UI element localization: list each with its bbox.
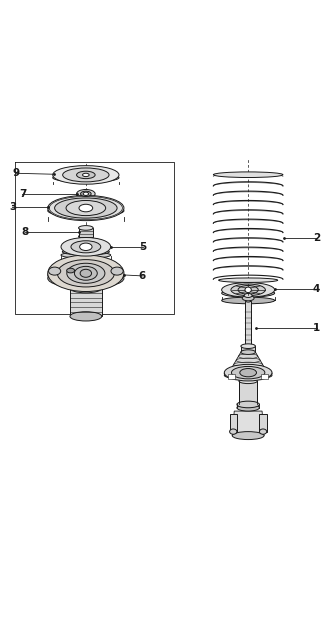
Text: 1: 1 bbox=[313, 323, 320, 333]
Text: 5: 5 bbox=[139, 242, 146, 252]
Ellipse shape bbox=[238, 285, 258, 294]
Ellipse shape bbox=[244, 293, 252, 297]
Bar bbox=[70, 288, 102, 316]
Ellipse shape bbox=[79, 243, 92, 251]
Ellipse shape bbox=[63, 168, 109, 182]
Ellipse shape bbox=[222, 289, 275, 297]
Ellipse shape bbox=[48, 267, 61, 275]
Ellipse shape bbox=[48, 264, 124, 286]
Ellipse shape bbox=[231, 366, 265, 379]
Ellipse shape bbox=[78, 234, 93, 239]
Polygon shape bbox=[232, 411, 264, 436]
Ellipse shape bbox=[260, 429, 267, 434]
Ellipse shape bbox=[239, 378, 258, 383]
Ellipse shape bbox=[224, 369, 272, 378]
Ellipse shape bbox=[232, 432, 264, 440]
Text: 2: 2 bbox=[313, 233, 320, 243]
Text: 9: 9 bbox=[12, 168, 20, 178]
Ellipse shape bbox=[67, 263, 105, 283]
Polygon shape bbox=[261, 375, 268, 379]
Ellipse shape bbox=[222, 297, 275, 304]
Bar bbox=[78, 228, 93, 237]
Ellipse shape bbox=[245, 287, 251, 293]
Ellipse shape bbox=[71, 241, 101, 253]
Ellipse shape bbox=[48, 204, 124, 217]
Ellipse shape bbox=[61, 258, 111, 267]
Text: 7: 7 bbox=[19, 189, 26, 199]
Ellipse shape bbox=[218, 278, 278, 283]
Bar bbox=[229, 415, 237, 432]
Ellipse shape bbox=[222, 283, 275, 297]
Ellipse shape bbox=[111, 267, 123, 275]
Ellipse shape bbox=[231, 284, 266, 295]
Ellipse shape bbox=[76, 189, 95, 198]
Ellipse shape bbox=[62, 249, 109, 255]
Ellipse shape bbox=[74, 267, 97, 280]
Ellipse shape bbox=[65, 242, 107, 248]
Ellipse shape bbox=[241, 344, 256, 348]
Ellipse shape bbox=[213, 172, 283, 177]
Ellipse shape bbox=[61, 252, 111, 258]
Ellipse shape bbox=[48, 195, 124, 221]
Ellipse shape bbox=[67, 268, 74, 273]
Ellipse shape bbox=[61, 237, 111, 256]
Ellipse shape bbox=[241, 350, 256, 355]
Polygon shape bbox=[229, 352, 267, 373]
Ellipse shape bbox=[82, 174, 89, 177]
Ellipse shape bbox=[80, 191, 91, 197]
Ellipse shape bbox=[78, 226, 93, 230]
Ellipse shape bbox=[69, 174, 103, 181]
Bar bbox=[239, 381, 258, 404]
Ellipse shape bbox=[239, 402, 258, 407]
Ellipse shape bbox=[53, 173, 119, 182]
Ellipse shape bbox=[48, 268, 124, 288]
Ellipse shape bbox=[229, 429, 237, 434]
Ellipse shape bbox=[242, 295, 254, 300]
Ellipse shape bbox=[57, 260, 115, 287]
Ellipse shape bbox=[64, 245, 108, 252]
Bar bbox=[241, 346, 256, 352]
Ellipse shape bbox=[76, 171, 95, 179]
Bar bbox=[245, 300, 251, 346]
Ellipse shape bbox=[66, 205, 106, 216]
Ellipse shape bbox=[79, 204, 93, 212]
Ellipse shape bbox=[245, 299, 251, 302]
Ellipse shape bbox=[70, 283, 102, 293]
Ellipse shape bbox=[53, 166, 119, 184]
Ellipse shape bbox=[80, 269, 92, 278]
Text: 6: 6 bbox=[139, 271, 146, 281]
Ellipse shape bbox=[237, 401, 260, 408]
Bar bbox=[260, 415, 267, 432]
Ellipse shape bbox=[240, 369, 257, 377]
Text: 4: 4 bbox=[313, 284, 320, 294]
Ellipse shape bbox=[237, 404, 260, 411]
Ellipse shape bbox=[70, 312, 102, 321]
Polygon shape bbox=[228, 375, 235, 379]
Ellipse shape bbox=[224, 364, 272, 381]
Ellipse shape bbox=[83, 192, 89, 195]
Ellipse shape bbox=[76, 193, 95, 200]
Text: 3: 3 bbox=[9, 202, 16, 212]
Ellipse shape bbox=[48, 255, 124, 292]
Text: 8: 8 bbox=[21, 227, 28, 237]
Ellipse shape bbox=[55, 198, 117, 218]
Ellipse shape bbox=[66, 200, 106, 216]
Ellipse shape bbox=[245, 345, 251, 348]
Ellipse shape bbox=[224, 371, 272, 380]
